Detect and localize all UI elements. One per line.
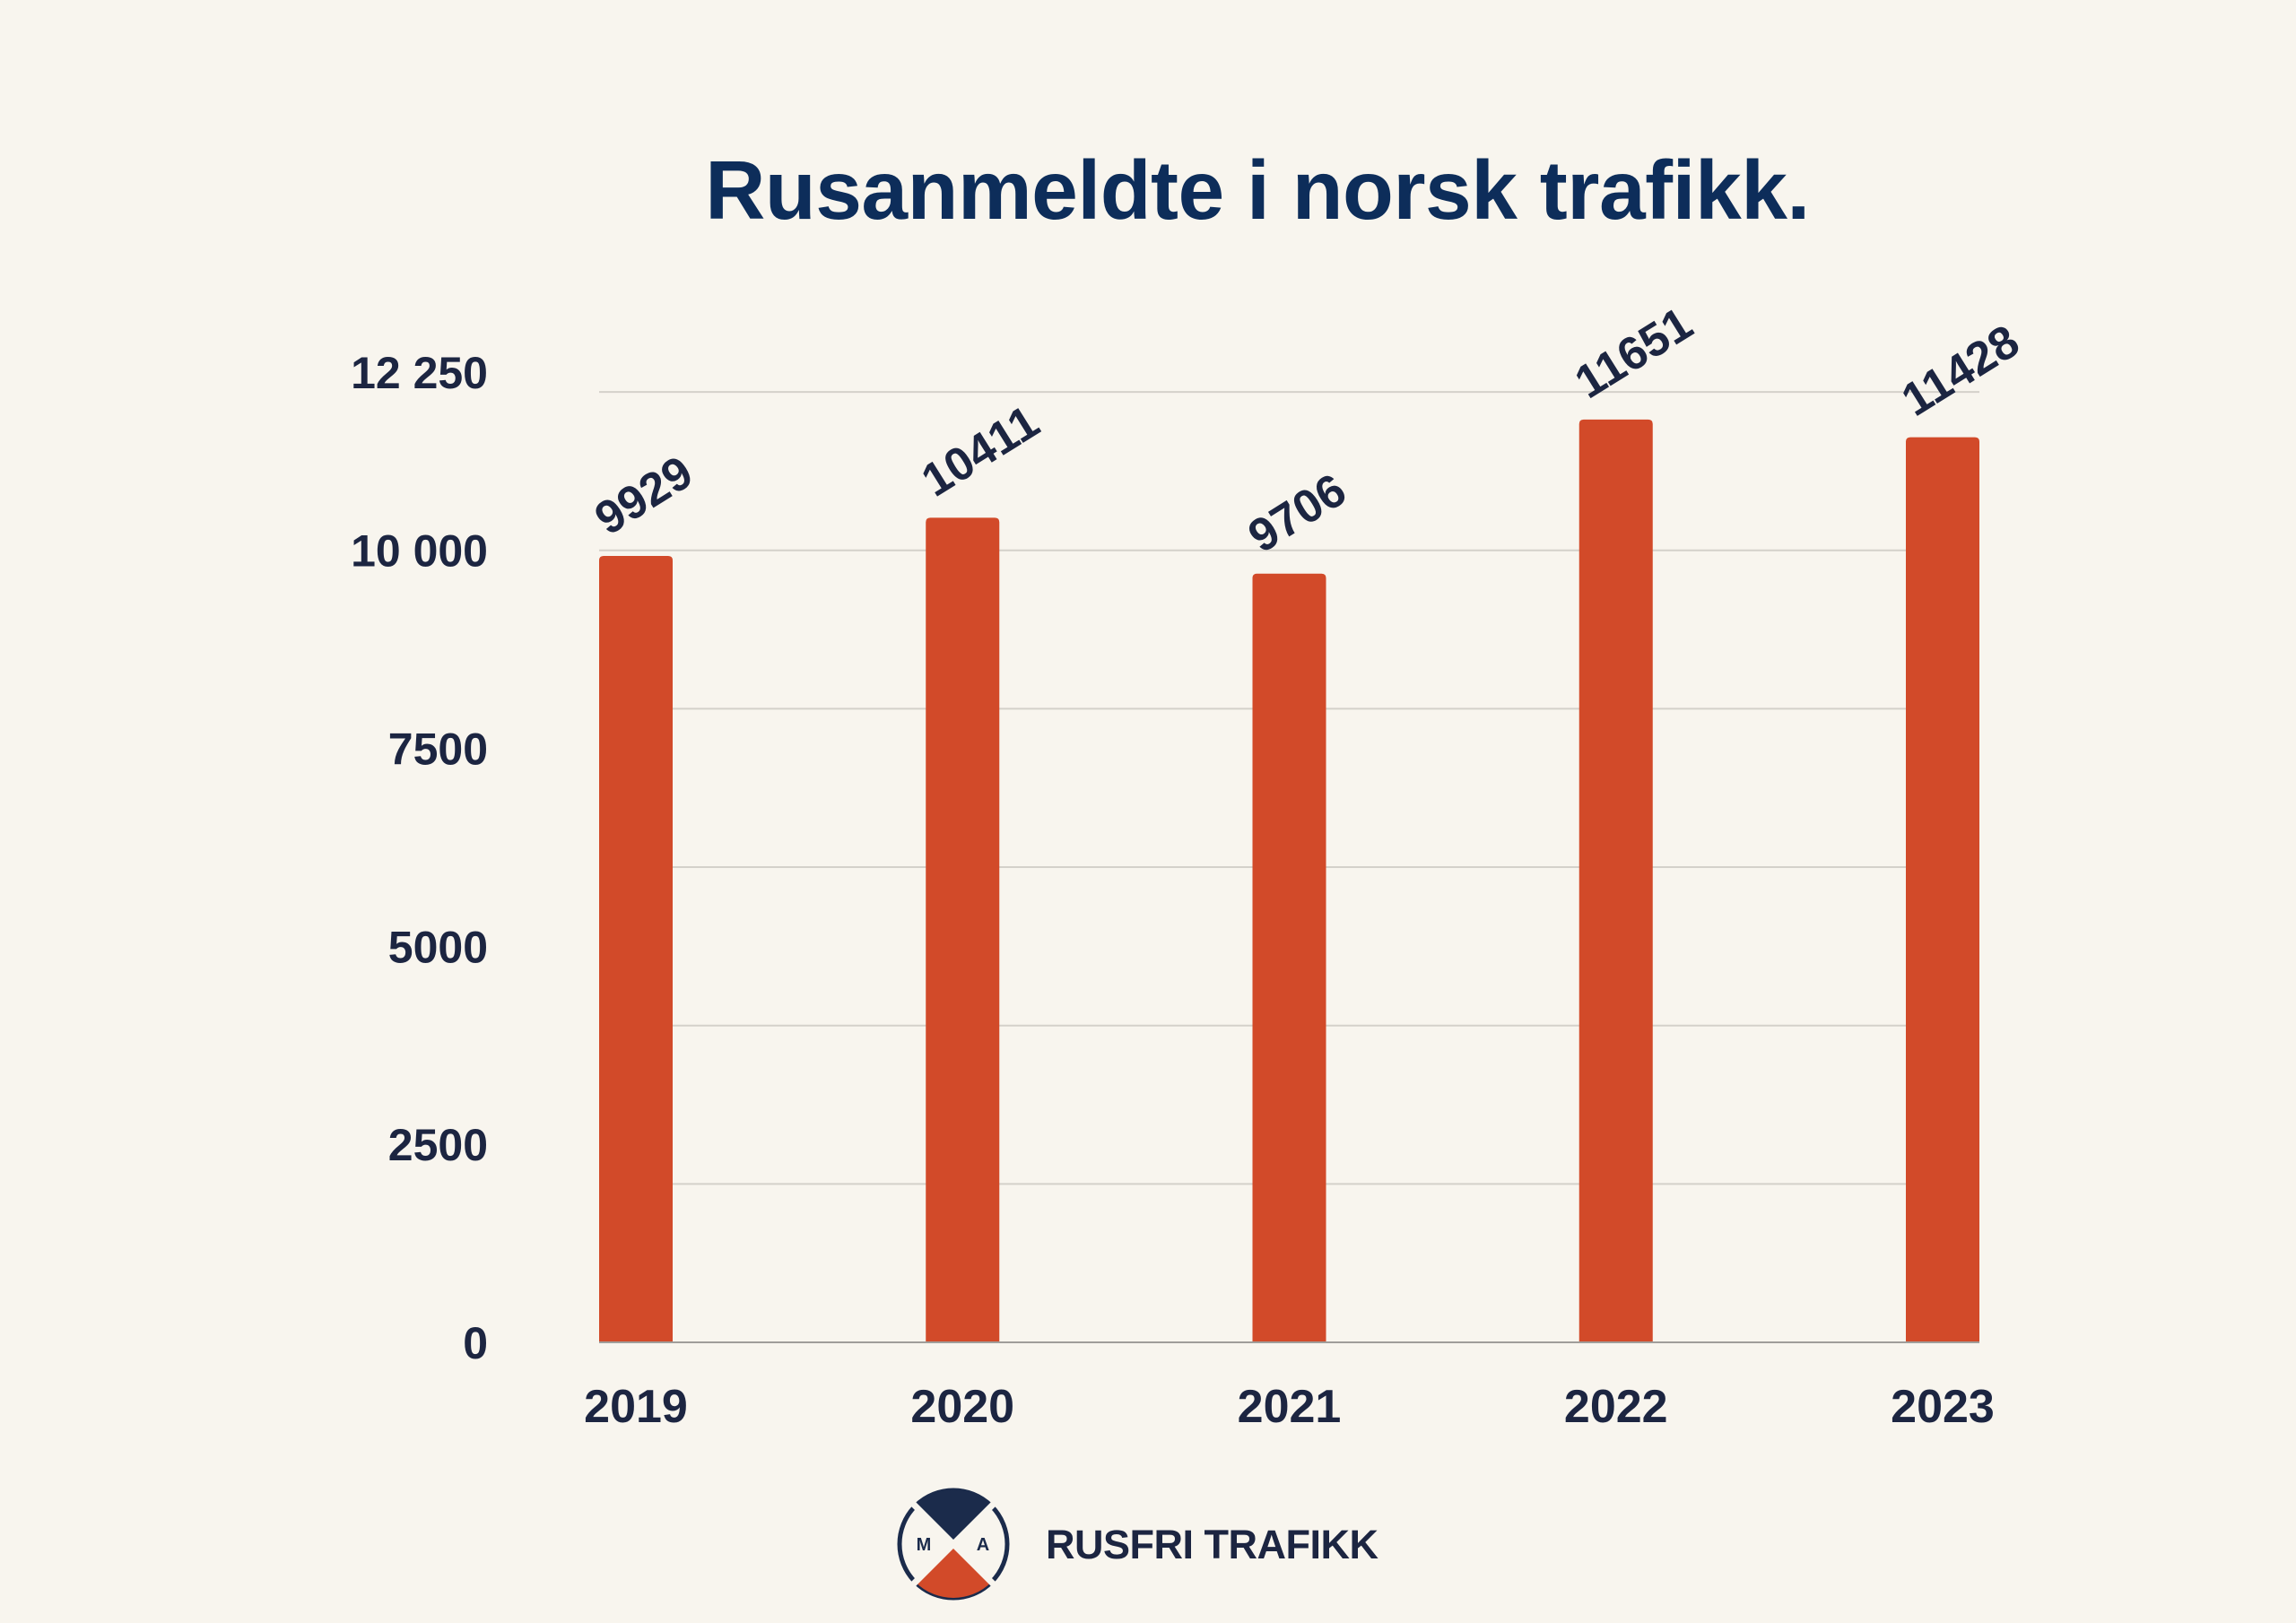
bar-2023	[1906, 437, 1979, 1343]
logo-letter-left: M	[917, 1535, 932, 1555]
x-tick-label-2019: 2019	[584, 1381, 688, 1433]
rusfri-trafikk-emblem-icon: M A	[897, 1488, 1010, 1601]
brand-name: RUSFRI TRAFIKK	[1046, 1521, 1378, 1567]
y-tick-label: 2500	[388, 1120, 488, 1170]
logo-top-quadrant	[915, 1490, 992, 1544]
x-tick-label-2023: 2023	[1891, 1381, 1995, 1433]
y-tick-label: 10 000	[351, 526, 488, 577]
y-tick-label: 0	[463, 1318, 488, 1368]
y-tick-label: 5000	[388, 922, 488, 972]
logo-letter-right: A	[977, 1535, 989, 1555]
bar-2019	[599, 556, 673, 1342]
bar-2021	[1252, 573, 1326, 1342]
logo-bottom-quadrant	[915, 1544, 992, 1598]
chart-title: Rusanmeldte i norsk trafikk.	[705, 143, 1810, 237]
y-tick-label: 12 250	[351, 348, 488, 398]
data-label-2021: 9706	[1239, 464, 1355, 562]
data-label-2020: 10411	[913, 395, 1048, 507]
bar-2022	[1578, 419, 1653, 1342]
logo-cross-line	[909, 1500, 997, 1588]
data-label-2019: 9929	[587, 447, 702, 545]
brand-footer: M A RUSFRI TRAFIKK	[895, 1486, 1378, 1602]
x-tick-label-2020: 2020	[910, 1381, 1014, 1433]
x-tick-label-2022: 2022	[1564, 1381, 1668, 1433]
data-label-2023: 11428	[1893, 315, 2029, 426]
bar-2020	[926, 517, 1000, 1342]
x-tick-label-2021: 2021	[1238, 1381, 1342, 1433]
y-tick-label: 7500	[388, 725, 488, 775]
